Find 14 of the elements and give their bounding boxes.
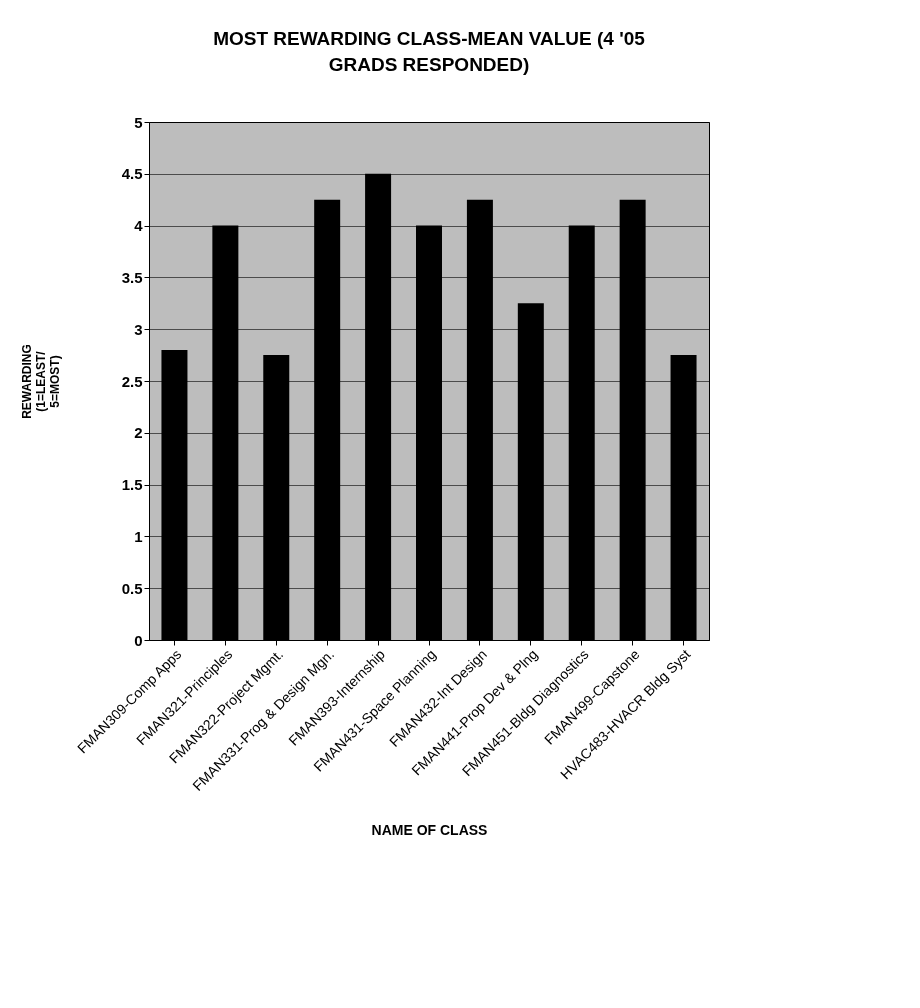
y-tick-label: 4.5	[121, 165, 143, 183]
y-tick-label: 2	[134, 424, 143, 442]
y-tick-label: 0	[134, 631, 143, 649]
y-tick-label: 0.5	[121, 579, 143, 597]
y-tick-label: 3.5	[121, 268, 143, 286]
y-tick-label: 5	[134, 113, 143, 131]
y-tick-label: 2.5	[121, 372, 143, 390]
chart-title: MOST REWARDING CLASS-MEAN VALUE (4 '05 GRADS RESPONDED)	[213, 28, 646, 75]
y-tick-label: 1.5	[121, 476, 143, 494]
y-tick-label: 1	[134, 527, 143, 545]
x-axis-title: NAME OF CLASS	[371, 821, 488, 838]
y-axis-title: REWARDING (1=LEAST/ 5=MOST)	[19, 344, 62, 419]
y-tick-label: 3	[134, 320, 143, 338]
y-tick-label: 4	[134, 217, 144, 235]
